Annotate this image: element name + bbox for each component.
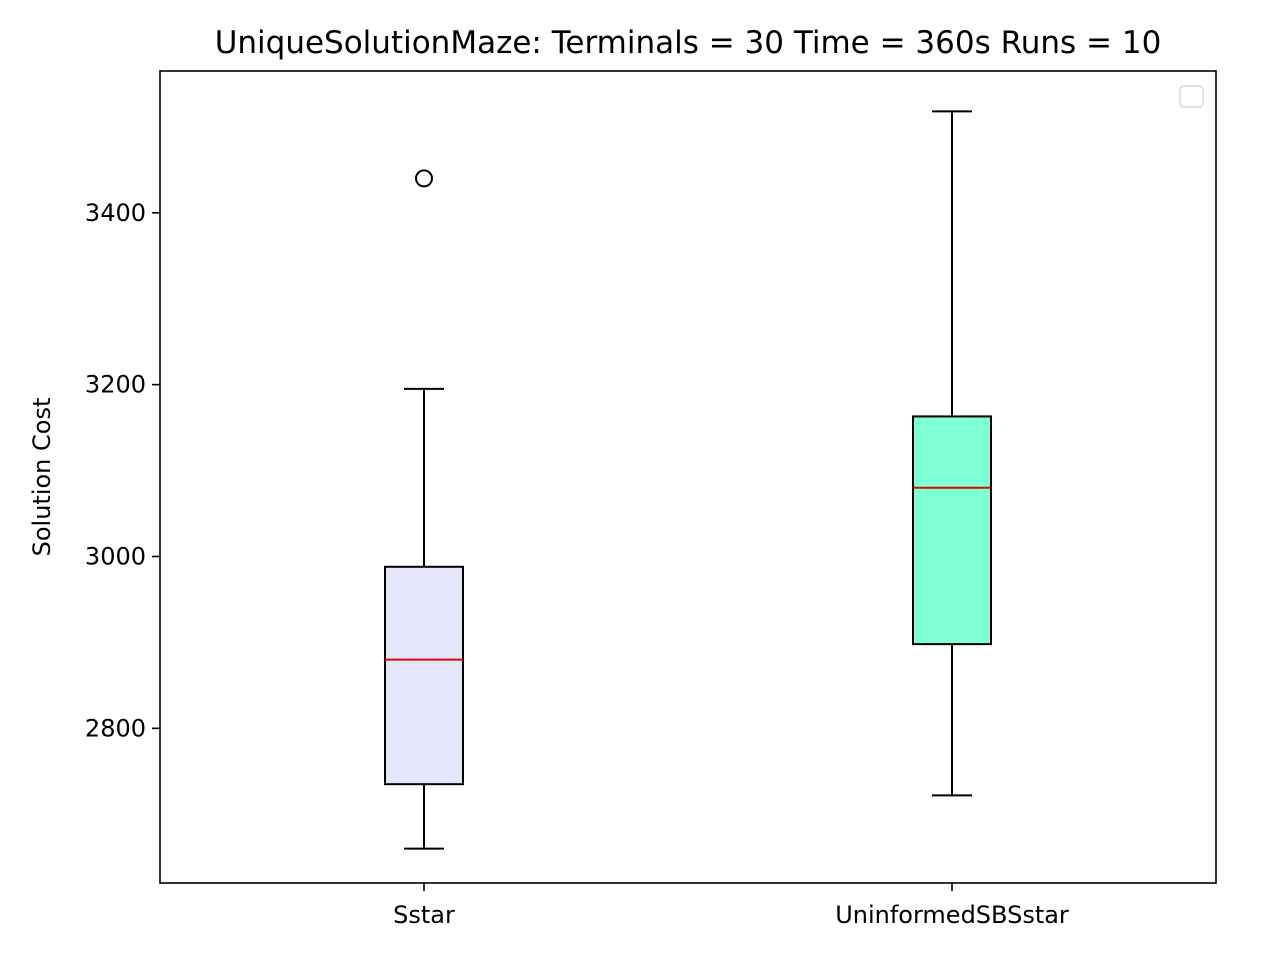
x-tick-label: UninformedSBSstar [835,901,1069,929]
box-iqr [384,565,464,786]
y-tick-label: 3000 [85,542,146,570]
y-axis-label: Solution Cost [28,398,56,557]
plot-frame [159,70,1217,884]
empty-legend [1179,85,1204,108]
box-iqr [912,415,992,646]
box-group-sstar [384,169,464,850]
y-tick-label: 2800 [85,714,146,742]
y-tick-label: 3200 [85,371,146,399]
y-tick-label: 3400 [85,199,146,227]
box-group-uninformedsbsstar [912,110,992,797]
chart-title: UniqueSolutionMaze: Terminals = 30 Time … [215,25,1162,61]
x-tick-label: Sstar [393,901,455,929]
outlier-point [415,169,433,188]
plot-area: 2800 3000 3200 3400 Sstar UninformedSBSstar [85,110,1069,929]
